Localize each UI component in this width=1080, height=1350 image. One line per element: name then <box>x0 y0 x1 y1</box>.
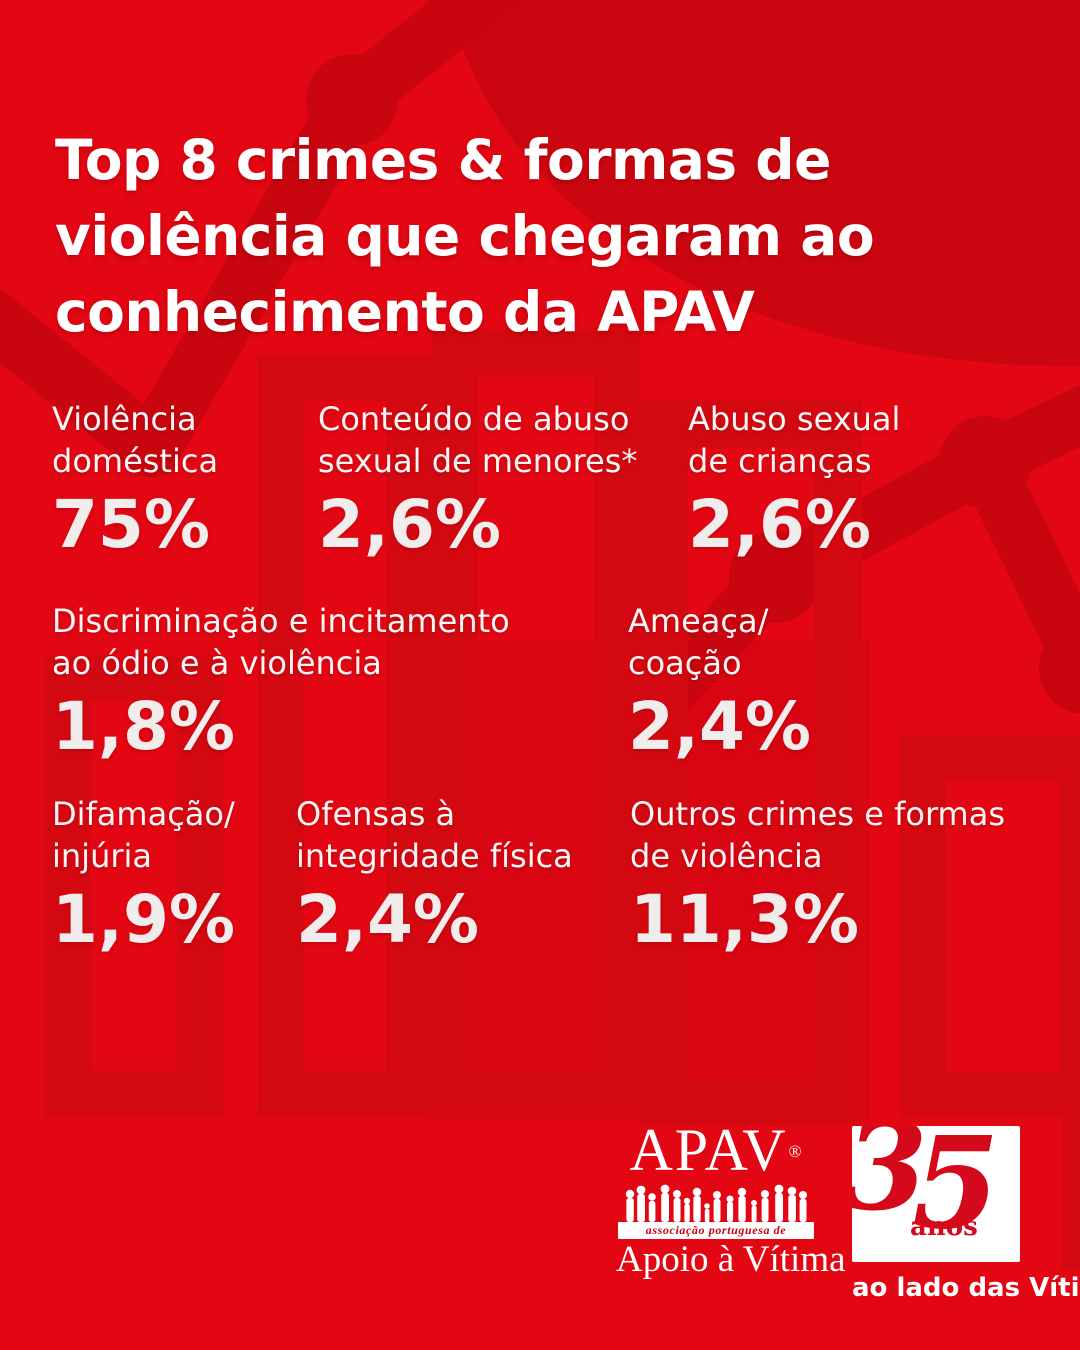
stat-value: 1,9% <box>52 881 236 958</box>
stat-label: Violência doméstica <box>52 398 218 482</box>
stat-violencia-domestica: Violência doméstica 75% <box>52 398 218 560</box>
apav-logo: APAV® <box>616 1120 846 1280</box>
apav-logo-wordmark: APAV® <box>616 1120 816 1180</box>
stat-label: Ameaça/ coação <box>628 600 811 684</box>
title-line-1: Top 8 crimes & formas de <box>55 128 831 192</box>
stat-conteudo-abuso-sexual-menores: Conteúdo de abuso sexual de menores* 2,6… <box>318 398 637 560</box>
stat-label-line: Outros crimes e formas <box>630 795 1005 833</box>
stat-value: 2,4% <box>296 881 480 958</box>
stat-value: 11,3% <box>630 881 859 958</box>
stat-label-line: injúria <box>52 837 152 875</box>
anos-label: anos <box>910 1212 978 1242</box>
stat-label: Outros crimes e formas de violência <box>630 793 1005 877</box>
digit-3: 3 <box>852 1126 928 1238</box>
stat-label: Ofensas à integridade física <box>296 793 573 877</box>
stat-outros-crimes: Outros crimes e formas de violência 11,3… <box>630 793 1005 955</box>
apav-ribbon-text: associação portuguesa de <box>645 1223 787 1237</box>
stat-value: 1,8% <box>52 688 236 765</box>
stat-label-line: coação <box>628 644 742 682</box>
stat-label-line: doméstica <box>52 442 219 480</box>
stat-label-line: Ofensas à <box>296 795 456 833</box>
stat-label-line: Conteúdo de abuso <box>318 400 630 438</box>
stat-value: 2,6% <box>318 486 502 563</box>
registered-trademark-icon: ® <box>788 1142 804 1161</box>
stat-label-line: de violência <box>630 837 823 875</box>
stat-label: Conteúdo de abuso sexual de menores* <box>318 398 637 482</box>
stat-abuso-sexual-criancas: Abuso sexual de crianças 2,6% <box>688 398 900 560</box>
anniversary-35-box: 3 5 anos <box>852 1126 1020 1262</box>
stat-value: 75% <box>52 486 210 563</box>
stat-label-line: Difamação/ <box>52 795 235 833</box>
stat-ofensas-integridade-fisica: Ofensas à integridade física 2,4% <box>296 793 573 955</box>
stat-value: 2,4% <box>628 688 812 765</box>
apav-logo-tagline: Apoio à Vítima <box>616 1239 846 1280</box>
stat-label-line: Ameaça/ <box>628 602 769 640</box>
stat-label-line: sexual de menores* <box>318 442 638 480</box>
stat-label-line: Discriminação e incitamento <box>52 602 510 640</box>
title-line-3: conhecimento da APAV <box>55 280 755 344</box>
stat-label: Difamação/ injúria <box>52 793 235 877</box>
stat-label: Discriminação e incitamento ao ódio e à … <box>52 600 510 684</box>
stat-label-line: Violência <box>52 400 197 438</box>
digit-5: 5 <box>912 1126 1000 1257</box>
stat-label-line: integridade física <box>296 837 573 875</box>
stat-label-line: ao ódio e à violência <box>52 644 382 682</box>
stat-value: 2,6% <box>688 486 872 563</box>
stat-discriminacao-incitamento: Discriminação e incitamento ao ódio e à … <box>52 600 510 762</box>
people-silhouettes-icon <box>625 1184 807 1222</box>
apav-logo-ribbon: associação portuguesa de <box>618 1222 814 1239</box>
apav-logo-text: APAV <box>629 1117 788 1183</box>
anniversary-35-logo: 3 5 anos ao lado das Vítimas <box>852 1126 1080 1303</box>
stat-label-line: de crianças <box>688 442 872 480</box>
title-line-2: violência que chegaram ao <box>55 204 875 268</box>
stat-label-line: Abuso sexual <box>688 400 901 438</box>
stat-difamacao-injuria: Difamação/ injúria 1,9% <box>52 793 235 955</box>
page-title: Top 8 crimes & formas de violência que c… <box>55 122 1035 350</box>
stat-ameaca-coacao: Ameaça/ coação 2,4% <box>628 600 811 762</box>
stat-label: Abuso sexual de crianças <box>688 398 900 482</box>
anniversary-caption: ao lado das Vítimas <box>852 1273 1080 1303</box>
